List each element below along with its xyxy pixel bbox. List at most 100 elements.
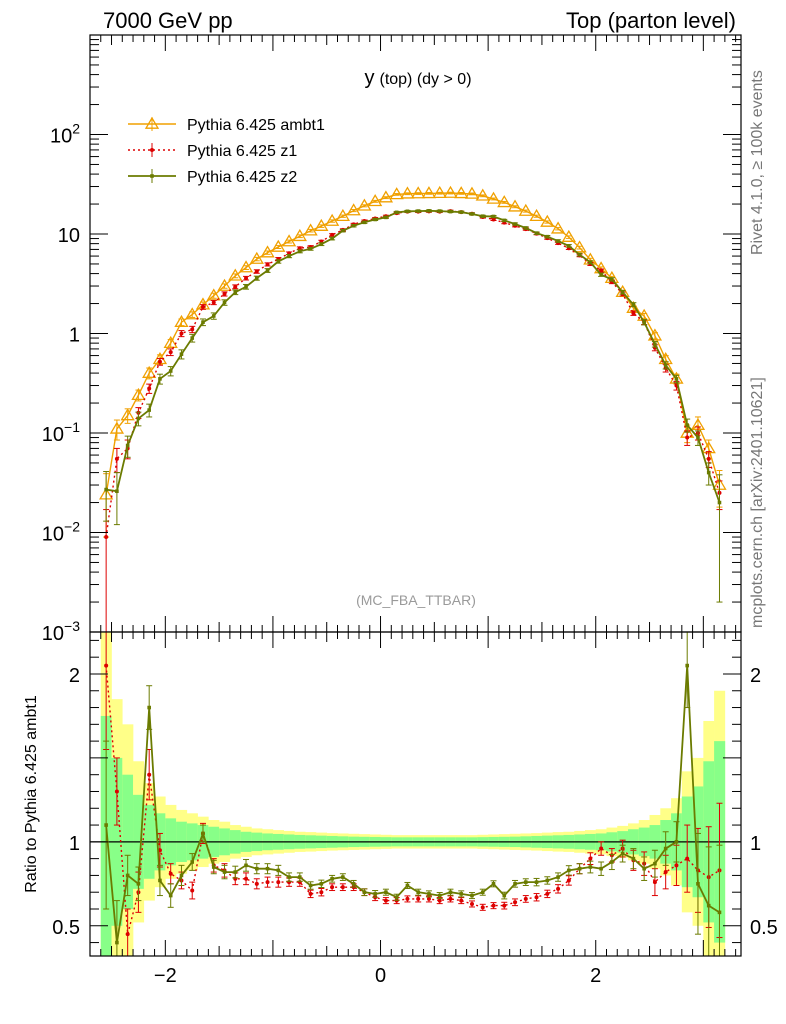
- data-point-z2: [179, 352, 184, 356]
- ratio-point-z2: [136, 882, 141, 886]
- main-plot-panel: y (top) (dy > 0) (MC_FBA_TTBAR) 10−310−21…: [42, 34, 742, 645]
- data-point-z2: [491, 214, 496, 219]
- data-point-z2: [653, 342, 657, 347]
- ratio-point-z2: [706, 903, 711, 908]
- ratio-line-z2: [105, 665, 720, 943]
- ratio-point-z2: [502, 893, 507, 898]
- ratio-point-z1: [480, 905, 485, 910]
- rivet-label: Rivet 4.1.0, ≥ 100k events: [749, 70, 766, 255]
- data-point-z2: [567, 244, 571, 248]
- ratio-point-z2: [158, 878, 162, 883]
- data-point-z2: [104, 487, 108, 492]
- legend-marker-z2: [150, 174, 154, 178]
- data-point-ambt1: [432, 185, 447, 199]
- ratio-point-z2: [147, 705, 151, 710]
- ratio-point-z2: [480, 890, 485, 895]
- ratio-line-z1: [105, 665, 720, 935]
- data-point-z2: [556, 239, 560, 243]
- y-tick-label: 1: [69, 325, 80, 347]
- header-left: 7000 GeV pp: [103, 8, 233, 33]
- y-tick-label-exp: −2: [64, 519, 80, 535]
- ratio-point-z2: [319, 882, 324, 886]
- ratio-point-z2: [685, 663, 689, 668]
- data-point-ambt1: [185, 307, 200, 320]
- data-point-ambt1: [281, 234, 297, 247]
- data-point-z1: [631, 311, 636, 316]
- data-point-z2: [319, 242, 324, 246]
- ratio-point-z2: [233, 870, 238, 874]
- ratio-point-z2: [201, 831, 205, 836]
- y-tick-label: 10−3: [42, 618, 80, 645]
- ratio-point-z1: [405, 896, 410, 901]
- legend-marker-z1: [150, 148, 154, 152]
- data-point-z1: [297, 246, 302, 251]
- y-tick-label: 10−2: [42, 519, 80, 546]
- data-point-ambt1: [238, 260, 254, 273]
- ratio-point-z2: [125, 873, 130, 878]
- y-tick-label-base: 10: [42, 623, 64, 645]
- ratio-point-z2: [104, 823, 108, 827]
- y-tick-label-exp: −3: [64, 618, 80, 634]
- data-point-ambt1: [475, 188, 490, 201]
- data-point-ambt1: [497, 195, 512, 208]
- data-point-z1: [265, 262, 270, 267]
- data-point-z2: [513, 222, 517, 226]
- y-tick-label-base: 1: [69, 325, 80, 347]
- legend-label-ambt1: Pythia 6.425 ambt1: [187, 117, 325, 134]
- data-point-ambt1: [260, 245, 275, 258]
- ratio-point-z1: [459, 898, 464, 903]
- legend-label-z2: Pythia 6.425 z2: [187, 169, 297, 186]
- y-tick-label-base: 10: [50, 126, 72, 148]
- ratio-point-z2: [523, 880, 528, 884]
- data-point-z1: [190, 327, 195, 332]
- ratio-point-z2: [351, 882, 356, 886]
- ratio-ylabel: Ratio to Pythia 6.425 ambt1: [23, 695, 40, 893]
- ratio-point-z2: [534, 880, 539, 884]
- data-point-ambt1: [292, 228, 307, 242]
- y-tick-label: 102: [50, 121, 80, 148]
- data-point-z2: [308, 246, 313, 251]
- y-tick-label-base: 10: [42, 424, 64, 446]
- data-point-z2: [136, 416, 141, 421]
- ratio-point-z2: [287, 875, 291, 879]
- ratio-point-z2: [642, 866, 646, 871]
- data-point-z2: [394, 210, 399, 215]
- ratio-point-z2: [168, 893, 173, 898]
- data-point-z2: [384, 215, 388, 220]
- data-point-z2: [502, 218, 507, 223]
- data-point-z2: [523, 226, 528, 230]
- data-point-z2: [211, 314, 216, 318]
- ratio-point-z1: [588, 856, 593, 861]
- ratio-point-z1: [663, 870, 668, 875]
- data-point-z2: [534, 231, 539, 235]
- y-tick-label-exp: 2: [72, 121, 80, 137]
- ratio-point-z2: [211, 865, 216, 869]
- data-point-ambt1: [346, 203, 361, 216]
- ratio-point-z2: [437, 893, 442, 898]
- data-point-z1: [599, 268, 604, 273]
- data-point-ambt1: [357, 198, 372, 211]
- ratio-point-z2: [545, 878, 550, 883]
- ratio-series-z2: [103, 632, 723, 956]
- ratio-y-tick-label-left: 1: [69, 833, 80, 855]
- ratio-point-z2: [298, 875, 302, 879]
- data-point-ambt1: [271, 239, 286, 252]
- ratio-point-z2: [373, 892, 377, 896]
- legend-label-z1: Pythia 6.425 z1: [187, 143, 297, 160]
- series-ambt1: [99, 185, 727, 538]
- ratio-point-z1: [448, 896, 453, 901]
- ratio-point-z1: [340, 885, 345, 890]
- ratio-point-z2: [567, 868, 571, 873]
- ratio-point-z1: [491, 903, 496, 908]
- plot-title-sub: (top) (dy > 0): [379, 71, 471, 88]
- ratio-point-z1: [599, 846, 604, 851]
- data-point-z2: [674, 377, 679, 381]
- data-point-ambt1: [572, 240, 587, 253]
- ratio-point-z2: [588, 865, 593, 869]
- ratio-point-z1: [330, 885, 335, 890]
- data-point-z1: [222, 291, 227, 296]
- data-point-z2: [448, 209, 453, 214]
- ratio-point-z2: [620, 851, 625, 856]
- data-point-ambt1: [142, 365, 157, 378]
- data-point-ambt1: [120, 408, 135, 421]
